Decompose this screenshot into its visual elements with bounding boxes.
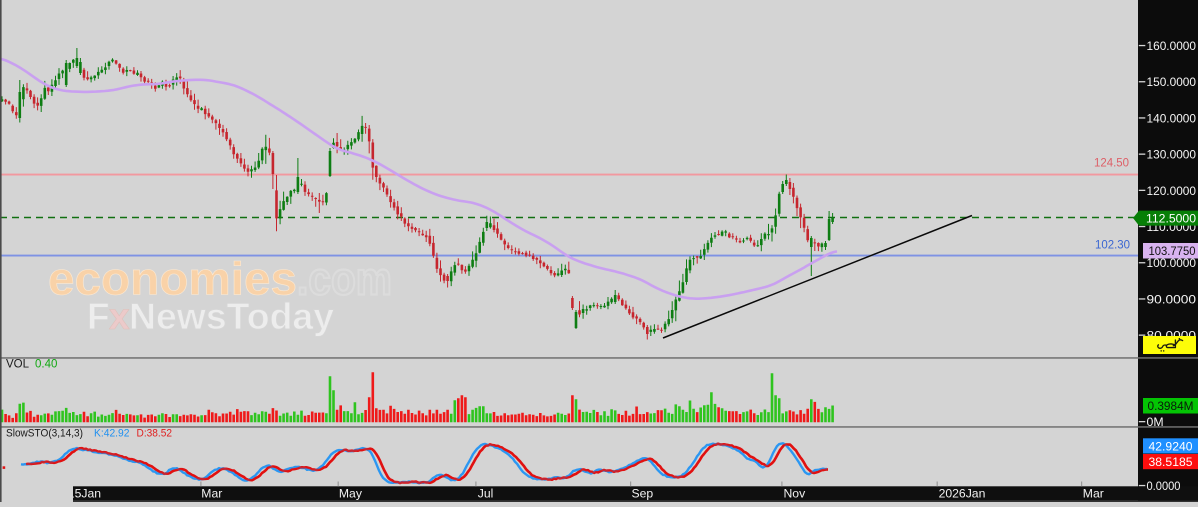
svg-text:90.0000: 90.0000 bbox=[1147, 292, 1197, 306]
svg-text:Mar: Mar bbox=[1083, 486, 1104, 500]
svg-text:100.0000: 100.0000 bbox=[1147, 256, 1197, 270]
svg-text:0.40: 0.40 bbox=[35, 359, 57, 371]
svg-text:120.0000: 120.0000 bbox=[1147, 184, 1197, 198]
svg-text:42.9240: 42.9240 bbox=[1149, 439, 1193, 453]
svg-text:x: x bbox=[109, 296, 130, 337]
svg-text:103.7750: 103.7750 bbox=[1149, 244, 1196, 258]
svg-text:F: F bbox=[87, 296, 110, 337]
svg-text:102.30: 102.30 bbox=[1095, 238, 1130, 252]
svg-text:112.5000: 112.5000 bbox=[1146, 212, 1196, 226]
svg-text:140.0000: 140.0000 bbox=[1147, 111, 1197, 125]
svg-text:D:38.52: D:38.52 bbox=[137, 428, 173, 440]
svg-text:150.0000: 150.0000 bbox=[1147, 75, 1197, 89]
svg-text:NewsToday: NewsToday bbox=[129, 296, 334, 337]
svg-text:K:42.92: K:42.92 bbox=[94, 428, 130, 440]
svg-text:economies: economies bbox=[48, 253, 297, 305]
svg-text:130.0000: 130.0000 bbox=[1147, 148, 1197, 162]
svg-text:0M: 0M bbox=[1147, 415, 1164, 429]
svg-text:Nov: Nov bbox=[784, 486, 807, 500]
svg-text:May: May bbox=[339, 486, 363, 500]
svg-text:15Jan: 15Jan bbox=[68, 486, 101, 500]
svg-text:2026Jan: 2026Jan bbox=[939, 486, 986, 500]
svg-text:160.0000: 160.0000 bbox=[1147, 39, 1197, 53]
svg-text:Sep: Sep bbox=[632, 486, 654, 500]
svg-text:0.3984M: 0.3984M bbox=[1148, 399, 1194, 413]
svg-text:38.5185: 38.5185 bbox=[1149, 455, 1193, 469]
svg-text:.com: .com bbox=[297, 253, 392, 305]
svg-text:VOL: VOL bbox=[6, 359, 30, 371]
svg-text:Jul: Jul bbox=[478, 486, 494, 500]
svg-text:0.0000: 0.0000 bbox=[1147, 479, 1181, 493]
svg-text:124.50: 124.50 bbox=[1094, 156, 1129, 170]
svg-text:Mar: Mar bbox=[201, 486, 222, 500]
svg-text:SlowSTO(3,14,3): SlowSTO(3,14,3) bbox=[6, 428, 83, 440]
